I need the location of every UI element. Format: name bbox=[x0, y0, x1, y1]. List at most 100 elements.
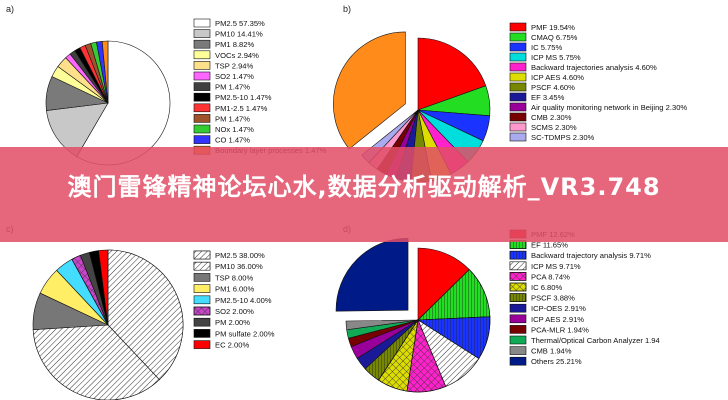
legend-swatch bbox=[509, 52, 527, 62]
legend-swatch bbox=[193, 103, 211, 113]
pie-slice bbox=[98, 249, 109, 326]
legend-swatch bbox=[193, 82, 211, 91]
legend-swatch-pattern bbox=[193, 250, 211, 260]
legend-swatch bbox=[509, 132, 527, 142]
legend-swatch-pattern bbox=[509, 282, 527, 292]
legend-label: CMB 1.94% bbox=[531, 347, 572, 356]
legend-swatch bbox=[193, 284, 211, 293]
legend-swatch bbox=[193, 71, 211, 81]
legend-label: Others 25.21% bbox=[531, 357, 582, 366]
legend-label: Backward trajectory analysis 9.71% bbox=[531, 251, 651, 260]
legend-label: ICP MS 9.71% bbox=[531, 262, 581, 271]
panel-label: b) bbox=[343, 4, 351, 14]
legend-swatch bbox=[509, 325, 527, 334]
legend-label: PM10 36.00% bbox=[215, 262, 263, 271]
legend-label: PM 1.47% bbox=[215, 83, 250, 92]
legend-swatch bbox=[509, 32, 527, 42]
legend-swatch bbox=[509, 303, 527, 313]
legend-swatch bbox=[193, 135, 211, 144]
legend-label: PCA 8.74% bbox=[531, 272, 570, 281]
legend-swatch bbox=[193, 92, 211, 102]
legend-swatch bbox=[193, 114, 211, 123]
legend-swatch bbox=[509, 314, 527, 324]
legend-label: PM 2.00% bbox=[215, 318, 250, 327]
legend-label: PM10 14.41% bbox=[215, 30, 263, 39]
legend-swatch bbox=[509, 22, 527, 32]
legend-swatch bbox=[193, 273, 211, 282]
pie-panel-c: c)PM2.5 38.00%PM10 36.00%TSP 8.00%PM1 6.… bbox=[6, 224, 275, 400]
legend-label: EF 11.65% bbox=[531, 241, 568, 250]
legend-swatch-pattern bbox=[509, 250, 527, 260]
legend-swatch-pattern bbox=[509, 272, 527, 281]
legend-swatch-pattern bbox=[509, 261, 527, 271]
legend-label: PM sulfate 2.00% bbox=[215, 329, 275, 338]
legend-swatch bbox=[509, 346, 527, 355]
legend-label: VOCs 2.94% bbox=[215, 51, 259, 60]
legend-label: PCA-MLR 1.94% bbox=[531, 325, 589, 334]
legend-swatch bbox=[509, 356, 527, 366]
legend-swatch bbox=[193, 317, 211, 327]
legend-swatch bbox=[509, 42, 527, 52]
pie-slice bbox=[333, 31, 406, 150]
pie-slice bbox=[417, 37, 487, 111]
legend-label: PM 1.47% bbox=[215, 114, 250, 123]
legend-label: EF 3.45% bbox=[531, 93, 565, 102]
legend-label: ICP MS 5.75% bbox=[531, 53, 581, 62]
legend-swatch bbox=[193, 18, 211, 28]
legend-swatch bbox=[509, 112, 527, 122]
legend-label: IC 5.75% bbox=[531, 43, 562, 52]
legend-label: PSCF 4.60% bbox=[531, 83, 575, 92]
title-banner bbox=[0, 147, 728, 242]
legend-label: CMB 2.30% bbox=[531, 113, 572, 122]
legend-label: CO 1.47% bbox=[215, 136, 250, 145]
legend-label: ICP-OES 2.91% bbox=[531, 304, 586, 313]
legend-swatch bbox=[193, 340, 211, 349]
legend-label: SCMS 2.30% bbox=[531, 123, 577, 132]
legend-label: PM2.5 57.35% bbox=[215, 19, 265, 28]
pie-slice bbox=[101, 40, 109, 104]
legend-swatch bbox=[509, 82, 527, 92]
legend-label: PM2.5 38.00% bbox=[215, 251, 265, 260]
legend-swatch bbox=[193, 39, 211, 49]
legend-label: SC-TDMPS 2.30% bbox=[531, 133, 595, 142]
legend-swatch bbox=[509, 102, 527, 112]
banner-title: 澳门雷锋精神论坛心水,数据分析驱动解析_VR3.748 bbox=[67, 173, 661, 201]
legend-label: TSP 8.00% bbox=[215, 273, 254, 282]
legend-label: CMAQ 6.75% bbox=[531, 33, 578, 42]
legend-swatch bbox=[193, 329, 211, 338]
legend-swatch bbox=[193, 29, 211, 38]
pie-slice bbox=[335, 237, 409, 312]
legend-label: Thermal/Optical Carbon Analyzer 1.94 bbox=[531, 336, 660, 345]
legend-label: IC 6.80% bbox=[531, 283, 562, 292]
legend-swatch-pattern bbox=[509, 293, 527, 302]
legend-swatch bbox=[509, 122, 527, 132]
legend-swatch bbox=[509, 72, 527, 82]
legend-swatch-pattern bbox=[193, 261, 211, 271]
legend-label: TSP 2.94% bbox=[215, 61, 254, 70]
legend-label: PSCF 3.88% bbox=[531, 294, 575, 303]
legend-label: PM1 6.00% bbox=[215, 285, 255, 294]
pie-slice-pattern bbox=[32, 324, 160, 400]
pie-slice-pattern bbox=[107, 249, 184, 381]
legend-label: ICP AES 2.91% bbox=[531, 315, 584, 324]
pie-slice bbox=[417, 247, 470, 321]
pie-panel-a: a) PM2.5 57.35% PM10 14.41%PM1 8.82% VOCs 2… bbox=[6, 4, 327, 166]
legend-label: SO2 2.00% bbox=[215, 307, 254, 316]
legend-label: PM2.5-10 1.47% bbox=[215, 93, 272, 102]
pie-panel-d: d)PMF 12.62%EF 11.65%Backward trajectory… bbox=[335, 224, 660, 393]
legend-label: Backward trajectories analysis 4.60% bbox=[531, 63, 657, 72]
panel-label: a) bbox=[6, 4, 14, 14]
legend-label: PM1 8.82% bbox=[215, 40, 255, 49]
legend-swatch bbox=[193, 124, 211, 134]
legend-swatch bbox=[193, 295, 211, 305]
legend-swatch bbox=[193, 50, 211, 60]
legend-swatch bbox=[509, 335, 527, 345]
legend-label: PM1-2.5 1.47% bbox=[215, 104, 268, 113]
legend-swatch bbox=[193, 61, 211, 70]
legend-label: EC 2.00% bbox=[215, 341, 249, 350]
legend-label: SO2 1.47% bbox=[215, 72, 254, 81]
legend-label: ICP AES 4.60% bbox=[531, 73, 584, 82]
pie-slice bbox=[345, 319, 419, 331]
legend-label: PM2.5-10 4.00% bbox=[215, 296, 272, 305]
